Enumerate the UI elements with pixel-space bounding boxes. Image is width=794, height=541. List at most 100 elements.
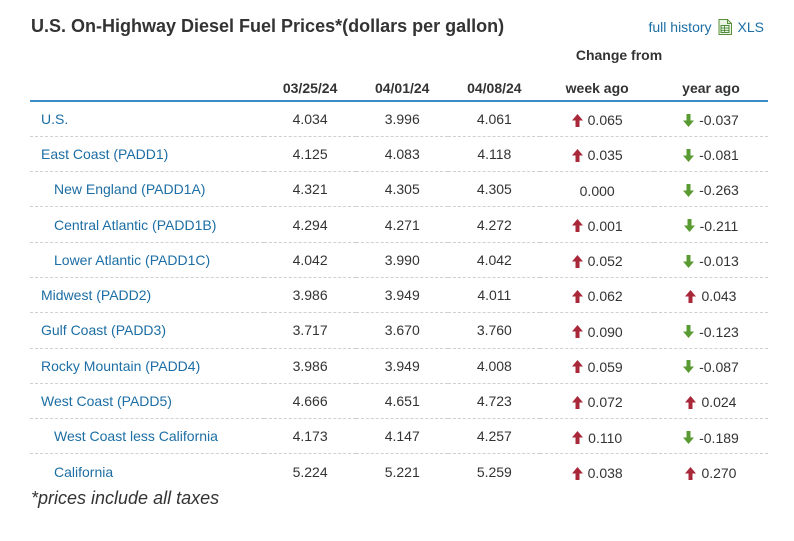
price-cell-date-3: 3.760 bbox=[476, 322, 512, 339]
up-arrow-icon bbox=[571, 360, 583, 374]
year-change-value: -0.211 bbox=[699, 217, 739, 234]
table-row: West Coast (PADD5) 4.666 4.651 4.723 0.072 0.… bbox=[30, 383, 768, 419]
price-cell-date-2: 5.221 bbox=[384, 463, 420, 480]
down-arrow-icon bbox=[683, 325, 695, 339]
table-row: Central Atlantic (PADD1B) 4.294 4.271 4.272… bbox=[30, 207, 768, 243]
price-cell-date-2: 3.949 bbox=[384, 287, 420, 304]
table-body: U.S. 4.034 3.996 4.061 0.065 -0.037 East Coast… bbox=[30, 101, 768, 489]
down-arrow-icon bbox=[683, 219, 695, 233]
header-links: full history XLS bbox=[648, 19, 764, 35]
week-change-cell: 0.001 bbox=[540, 207, 654, 242]
full-history-link[interactable]: full history bbox=[648, 19, 712, 35]
region-link[interactable]: West Coast (PADD5) bbox=[41, 393, 172, 410]
price-cell-date-3: 4.723 bbox=[476, 393, 512, 410]
price-cell-date-3: 4.118 bbox=[477, 145, 512, 162]
column-header-week-ago: week ago bbox=[565, 80, 629, 96]
region-link[interactable]: New England (PADD1A) bbox=[54, 181, 206, 198]
week-change-cell: 0.000 bbox=[540, 172, 654, 207]
region-cell: U.S. bbox=[30, 101, 264, 136]
table-row: Midwest (PADD2) 3.986 3.949 4.011 0.062 0.043 bbox=[30, 277, 768, 313]
price-cell-date-1: 3.986 bbox=[292, 357, 328, 374]
week-change-value: 0.052 bbox=[587, 253, 623, 270]
up-arrow-icon bbox=[685, 395, 697, 409]
year-change-cell: 0.043 bbox=[654, 277, 768, 312]
diesel-prices-table: 03/25/24 04/01/24 04/08/24 week ago year… bbox=[30, 76, 768, 489]
year-change-value: -0.087 bbox=[699, 358, 739, 375]
price-cell-date-1: 3.717 bbox=[292, 322, 328, 339]
column-header-date-1: 03/25/24 bbox=[282, 80, 338, 96]
column-header-date-2: 04/01/24 bbox=[374, 80, 430, 96]
region-link[interactable]: Lower Atlantic (PADD1C) bbox=[54, 251, 211, 268]
price-cell-date-1: 4.125 bbox=[292, 145, 328, 162]
price-cell-date-3: 4.305 bbox=[476, 181, 512, 198]
page-title: U.S. On-Highway Diesel Fuel Prices*(doll… bbox=[31, 16, 505, 36]
price-cell-date-1: 3.986 bbox=[292, 287, 328, 304]
year-change-value: 0.270 bbox=[701, 465, 737, 482]
year-change-cell: -0.123 bbox=[654, 313, 768, 348]
week-change-value: 0.090 bbox=[587, 323, 623, 340]
up-arrow-icon bbox=[685, 289, 697, 303]
price-cell-date-1: 4.321 bbox=[292, 181, 328, 198]
year-change-cell: -0.037 bbox=[654, 101, 768, 136]
xls-link[interactable]: XLS bbox=[737, 19, 764, 35]
table-row: East Coast (PADD1) 4.125 4.083 4.118 0.035 -0… bbox=[30, 136, 768, 172]
down-arrow-icon bbox=[683, 254, 695, 268]
spreadsheet-icon[interactable] bbox=[718, 19, 732, 35]
up-arrow-icon bbox=[571, 254, 583, 268]
table-row: West Coast less California 4.173 4.147 4.25… bbox=[30, 419, 768, 454]
region-cell: West Coast (PADD5) bbox=[30, 383, 264, 418]
region-cell: East Coast (PADD1) bbox=[30, 136, 264, 171]
price-cell-date-1: 4.666 bbox=[292, 393, 328, 410]
region-link[interactable]: Central Atlantic (PADD1B) bbox=[54, 216, 217, 233]
down-arrow-icon bbox=[683, 360, 695, 374]
week-change-value: 0.000 bbox=[579, 183, 615, 200]
week-change-value: 0.035 bbox=[587, 147, 623, 164]
price-cell-date-2: 4.147 bbox=[384, 428, 420, 445]
region-link[interactable]: West Coast less California bbox=[54, 428, 218, 445]
region-link[interactable]: U.S. bbox=[41, 110, 69, 127]
year-change-cell: -0.087 bbox=[654, 348, 768, 383]
year-change-cell: 0.024 bbox=[654, 383, 768, 418]
price-cell-date-3: 4.011 bbox=[477, 287, 512, 304]
up-arrow-icon bbox=[571, 395, 583, 409]
up-arrow-icon bbox=[571, 289, 583, 303]
column-header-region bbox=[30, 76, 264, 101]
year-change-value: -0.013 bbox=[699, 253, 739, 270]
region-link[interactable]: Midwest (PADD2) bbox=[41, 287, 152, 304]
down-arrow-icon bbox=[683, 431, 695, 445]
price-cell-date-2: 4.651 bbox=[384, 393, 420, 410]
year-change-value: -0.081 bbox=[699, 147, 739, 164]
column-header-date-3: 04/08/24 bbox=[467, 80, 522, 96]
region-link[interactable]: East Coast (PADD1) bbox=[41, 145, 169, 162]
region-link[interactable]: Gulf Coast (PADD3) bbox=[41, 322, 166, 339]
price-cell-date-2: 4.305 bbox=[384, 181, 420, 198]
region-cell: California bbox=[30, 454, 264, 489]
column-header-year-ago: year ago bbox=[682, 80, 740, 96]
price-cell-date-2: 3.996 bbox=[384, 110, 420, 127]
down-arrow-icon bbox=[683, 148, 695, 162]
week-change-cell: 0.072 bbox=[540, 383, 654, 418]
year-change-cell: -0.081 bbox=[654, 136, 768, 171]
region-link[interactable]: California bbox=[54, 463, 114, 480]
year-change-value: -0.037 bbox=[699, 112, 739, 129]
price-cell-date-2: 3.670 bbox=[384, 322, 420, 339]
price-cell-date-2: 4.083 bbox=[384, 145, 420, 162]
table-row: New England (PADD1A) 4.321 4.305 4.305 0.000… bbox=[30, 172, 768, 207]
region-link[interactable]: Rocky Mountain (PADD4) bbox=[41, 357, 201, 374]
table-row: Gulf Coast (PADD3) 3.717 3.670 3.760 0.090 -0… bbox=[30, 313, 768, 349]
price-cell-date-2: 4.271 bbox=[384, 216, 420, 233]
region-cell: Midwest (PADD2) bbox=[30, 277, 264, 312]
price-cell-date-1: 4.042 bbox=[292, 251, 328, 268]
year-change-cell: -0.189 bbox=[654, 419, 768, 454]
table-row: U.S. 4.034 3.996 4.061 0.065 -0.037 bbox=[30, 101, 768, 137]
year-change-value: 0.043 bbox=[701, 288, 737, 305]
up-arrow-icon bbox=[571, 219, 583, 233]
change-from-label: Change from bbox=[575, 47, 663, 63]
year-change-value: -0.123 bbox=[699, 323, 739, 340]
up-arrow-icon bbox=[685, 466, 697, 480]
week-change-value: 0.062 bbox=[587, 288, 623, 305]
up-arrow-icon bbox=[571, 325, 583, 339]
price-cell-date-2: 3.949 bbox=[384, 357, 420, 374]
week-change-cell: 0.110 bbox=[540, 419, 654, 454]
region-cell: New England (PADD1A) bbox=[30, 172, 264, 207]
